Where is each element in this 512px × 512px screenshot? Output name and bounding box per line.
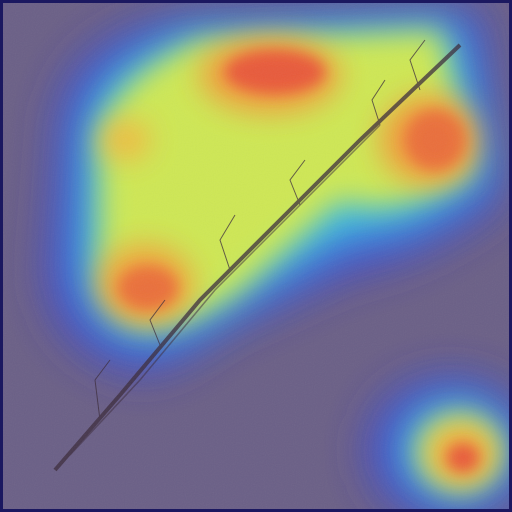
heatmap-image: [0, 0, 512, 512]
heatmap-svg: [0, 0, 512, 512]
image-border: [0, 0, 512, 512]
surface-texture: [0, 0, 512, 512]
